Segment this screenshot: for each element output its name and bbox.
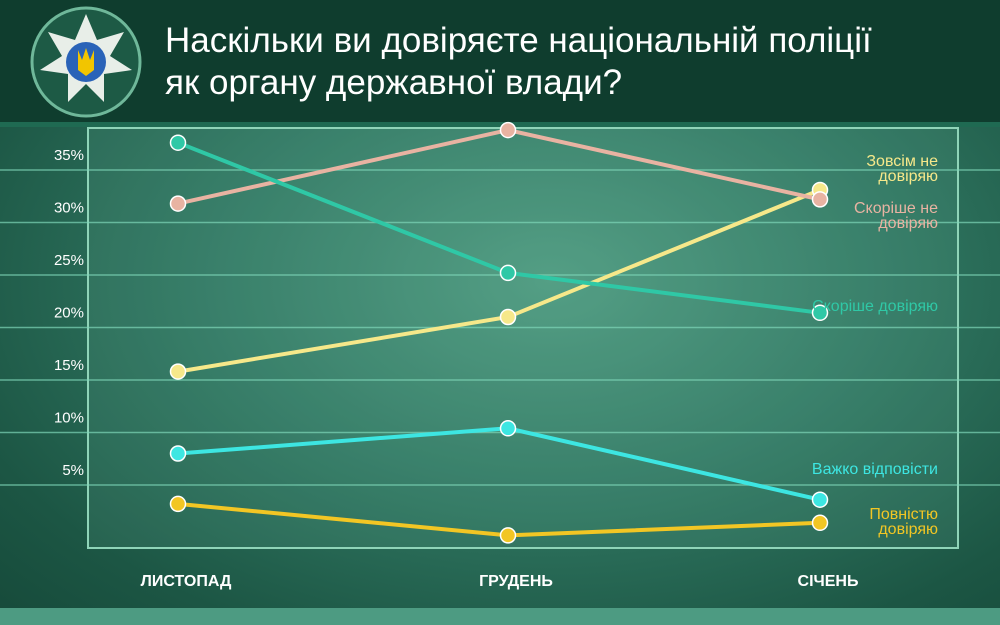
- point: [811, 491, 829, 508]
- x-tick-label: СІЧЕНЬ: [798, 573, 859, 590]
- y-tick-label: 20%: [54, 304, 84, 321]
- y-tick-label: 10%: [54, 409, 84, 426]
- y-tick-label: 25%: [54, 252, 84, 269]
- point: [169, 495, 187, 513]
- point: [169, 134, 187, 151]
- point: [169, 195, 187, 212]
- header-rule: [0, 122, 1000, 127]
- point: [499, 308, 517, 326]
- footer-band: [0, 608, 1000, 625]
- point: [499, 420, 517, 437]
- legend-label: Повністю довіряю: [869, 505, 938, 538]
- point: [499, 527, 517, 544]
- header-band: [0, 0, 1000, 122]
- point: [169, 445, 187, 462]
- y-tick-label: 30%: [54, 199, 84, 216]
- legend-label: Скоріше не довіряю: [854, 200, 938, 233]
- point: [499, 121, 517, 139]
- point: [811, 304, 829, 322]
- y-tick-label: 35%: [54, 147, 84, 164]
- point: [499, 264, 517, 282]
- chart-title: Наскільки ви довіряєте національній полі…: [165, 21, 872, 102]
- point: [169, 363, 187, 380]
- y-tick-label: 15%: [54, 357, 84, 374]
- legend-label: Важко відповісти: [811, 460, 938, 478]
- y-tick-label: 5%: [62, 462, 84, 479]
- legend-label: Скоріше довіряю: [812, 297, 938, 315]
- legend-label: Зовсім не довіряю: [866, 152, 938, 185]
- x-tick-label: ГРУДЕНЬ: [479, 573, 553, 590]
- x-tick-label: ЛИСТОПАД: [141, 573, 232, 590]
- point: [811, 191, 829, 208]
- point: [811, 514, 829, 532]
- logo: [30, 6, 142, 118]
